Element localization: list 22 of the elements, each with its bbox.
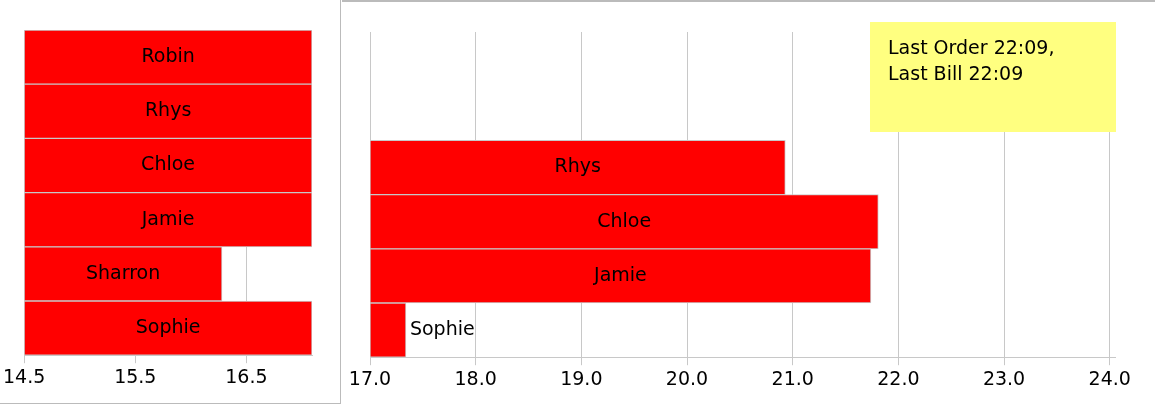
category-label: Sophie — [409, 317, 475, 340]
x-tick-label: 20.0 — [665, 366, 709, 389]
x-tick-label: 22.0 — [877, 366, 920, 389]
x-tick-label: 23.0 — [982, 366, 1026, 389]
x-tick-label: 15.5 — [114, 364, 157, 387]
category-label: Jamie — [141, 206, 195, 229]
category-label: Chloe — [597, 208, 652, 231]
category-label: Rhys — [554, 154, 601, 177]
x-tick-label: 19.0 — [560, 366, 603, 389]
category-label: Sophie — [135, 315, 201, 338]
category-label: Sharron — [85, 260, 161, 283]
category-label: Chloe — [141, 152, 196, 175]
category-label: Robin — [141, 44, 195, 67]
x-tick-label: 21.0 — [771, 366, 814, 389]
x-tick-label: 18.0 — [454, 366, 497, 389]
note-box: Last Order 22:09, Last Bill 22:09 — [870, 22, 1116, 132]
x-tick-label: 16.5 — [225, 364, 268, 387]
category-label: Rhys — [144, 98, 192, 121]
x-tick-label: 14.5 — [3, 364, 46, 387]
x-tick-label: 24.0 — [1088, 366, 1131, 389]
x-tick-label: 17.0 — [348, 366, 392, 389]
category-label: Jamie — [594, 262, 647, 285]
